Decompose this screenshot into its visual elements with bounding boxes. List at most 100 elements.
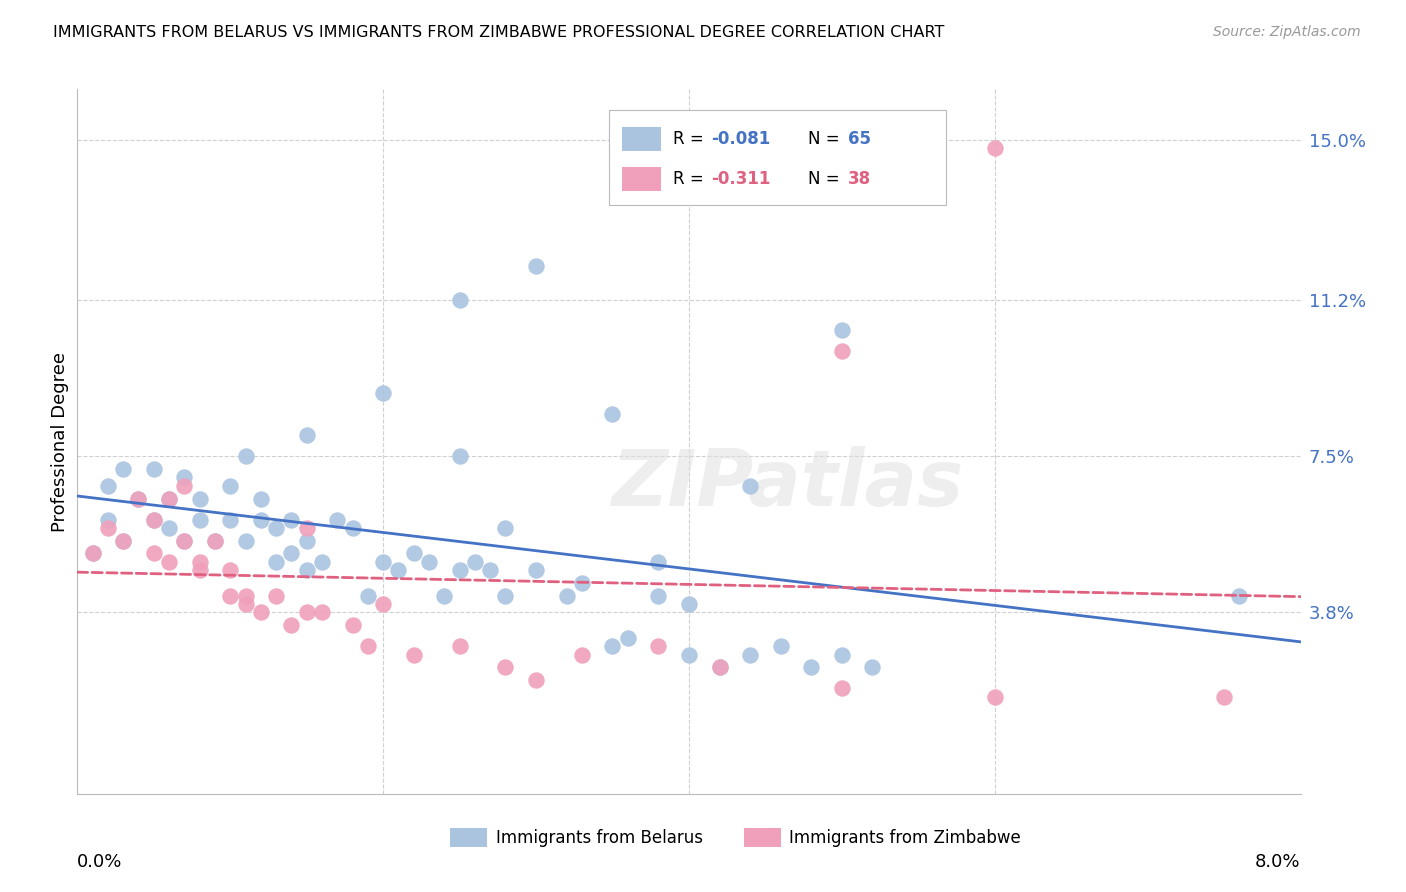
- Point: [571, 648, 593, 662]
- Point: [188, 563, 211, 577]
- Point: [387, 563, 409, 577]
- Point: [524, 673, 547, 687]
- Point: [112, 533, 135, 548]
- Point: [97, 521, 120, 535]
- Point: [173, 533, 195, 548]
- Point: [250, 513, 273, 527]
- Text: Immigrants from Zimbabwe: Immigrants from Zimbabwe: [789, 829, 1021, 847]
- FancyBboxPatch shape: [609, 111, 946, 205]
- Text: N =: N =: [807, 129, 845, 147]
- Point: [280, 546, 302, 560]
- Point: [800, 660, 823, 674]
- Point: [555, 589, 578, 603]
- Point: [495, 589, 517, 603]
- Point: [311, 555, 333, 569]
- Point: [709, 660, 731, 674]
- Bar: [450, 829, 486, 847]
- Text: IMMIGRANTS FROM BELARUS VS IMMIGRANTS FROM ZIMBABWE PROFESSIONAL DEGREE CORRELAT: IMMIGRANTS FROM BELARUS VS IMMIGRANTS FR…: [53, 25, 945, 40]
- Text: R =: R =: [673, 129, 709, 147]
- Point: [433, 589, 456, 603]
- Point: [219, 589, 242, 603]
- Point: [157, 491, 180, 506]
- Point: [371, 597, 394, 611]
- Point: [524, 260, 547, 274]
- Text: -0.311: -0.311: [711, 169, 770, 187]
- Point: [1229, 589, 1251, 603]
- Point: [157, 491, 180, 506]
- Point: [678, 597, 700, 611]
- Point: [127, 491, 149, 506]
- Point: [157, 555, 180, 569]
- Point: [449, 450, 471, 464]
- Point: [112, 533, 135, 548]
- Point: [831, 681, 853, 696]
- Point: [357, 589, 380, 603]
- Point: [984, 690, 1007, 704]
- Point: [188, 513, 211, 527]
- Point: [280, 618, 302, 632]
- Point: [142, 513, 165, 527]
- Point: [464, 555, 486, 569]
- Point: [647, 639, 669, 653]
- Point: [831, 343, 853, 358]
- Point: [831, 323, 853, 337]
- Point: [740, 648, 762, 662]
- Point: [449, 293, 471, 308]
- Point: [402, 648, 425, 662]
- Point: [311, 606, 333, 620]
- Text: Source: ZipAtlas.com: Source: ZipAtlas.com: [1213, 25, 1361, 39]
- Bar: [621, 127, 661, 152]
- Point: [342, 521, 364, 535]
- Point: [449, 563, 471, 577]
- Point: [188, 491, 211, 506]
- Point: [264, 521, 287, 535]
- Point: [602, 639, 624, 653]
- Point: [371, 386, 394, 401]
- Point: [188, 555, 211, 569]
- Point: [82, 546, 104, 560]
- Point: [204, 533, 226, 548]
- Point: [571, 575, 593, 590]
- Text: R =: R =: [673, 169, 709, 187]
- Point: [295, 428, 318, 442]
- Point: [280, 513, 302, 527]
- Point: [112, 462, 135, 476]
- Text: 38: 38: [848, 169, 872, 187]
- Point: [127, 491, 149, 506]
- Bar: [621, 167, 661, 192]
- Point: [647, 555, 669, 569]
- Point: [235, 589, 257, 603]
- Point: [235, 597, 257, 611]
- Point: [495, 660, 517, 674]
- Point: [235, 533, 257, 548]
- Point: [418, 555, 440, 569]
- Point: [219, 563, 242, 577]
- Point: [235, 450, 257, 464]
- Point: [264, 589, 287, 603]
- Point: [173, 533, 195, 548]
- Point: [295, 521, 318, 535]
- Point: [295, 563, 318, 577]
- Point: [342, 618, 364, 632]
- Bar: [744, 829, 780, 847]
- Point: [204, 533, 226, 548]
- Point: [479, 563, 502, 577]
- Point: [295, 606, 318, 620]
- Point: [295, 533, 318, 548]
- Text: -0.081: -0.081: [711, 129, 770, 147]
- Point: [1213, 690, 1236, 704]
- Y-axis label: Professional Degree: Professional Degree: [51, 351, 69, 532]
- Point: [831, 648, 853, 662]
- Point: [157, 521, 180, 535]
- Text: 0.0%: 0.0%: [77, 853, 122, 871]
- Point: [97, 479, 120, 493]
- Text: 8.0%: 8.0%: [1256, 853, 1301, 871]
- Point: [984, 141, 1007, 155]
- Point: [740, 479, 762, 493]
- Point: [97, 513, 120, 527]
- Point: [602, 407, 624, 421]
- Point: [142, 513, 165, 527]
- Point: [250, 491, 273, 506]
- Point: [142, 546, 165, 560]
- Point: [769, 639, 792, 653]
